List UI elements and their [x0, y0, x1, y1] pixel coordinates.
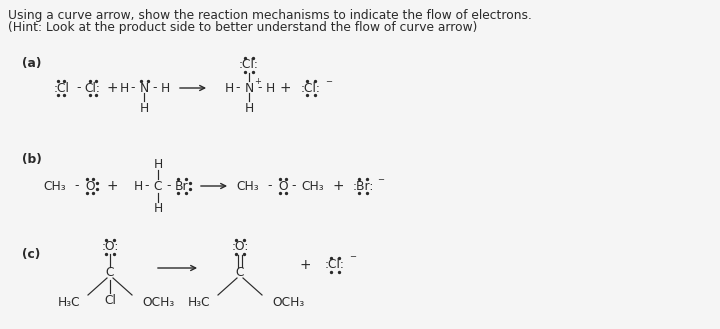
Text: +: +: [279, 81, 291, 95]
Text: H: H: [140, 102, 148, 114]
Text: +: +: [107, 81, 118, 95]
Text: H: H: [161, 82, 170, 94]
Text: -: -: [268, 180, 272, 192]
Text: :O:: :O:: [231, 240, 248, 254]
Text: (b): (b): [22, 153, 42, 166]
Text: C: C: [106, 266, 114, 280]
Text: H: H: [266, 82, 274, 94]
Text: +: +: [300, 258, 311, 272]
Text: CH₃: CH₃: [302, 180, 324, 192]
Text: (a): (a): [22, 57, 41, 70]
Text: CH₃: CH₃: [44, 180, 66, 192]
Text: -: -: [235, 82, 240, 94]
Text: H₃C: H₃C: [187, 295, 210, 309]
Text: +: +: [254, 77, 261, 86]
Text: −: −: [325, 78, 332, 87]
Text: :O:: :O:: [102, 240, 119, 254]
Text: :Br:: :Br:: [352, 180, 374, 192]
Text: +: +: [332, 179, 343, 193]
Text: N: N: [244, 82, 253, 94]
Text: -: -: [258, 82, 262, 94]
Text: -: -: [153, 82, 157, 94]
Text: -: -: [145, 180, 149, 192]
Text: -: -: [77, 82, 81, 94]
Text: H: H: [133, 180, 143, 192]
Text: :Cl:: :Cl:: [301, 82, 321, 94]
Text: H₃C: H₃C: [58, 295, 80, 309]
Text: Cl:: Cl:: [84, 82, 100, 94]
Text: -: -: [75, 180, 79, 192]
Text: Br: Br: [175, 180, 189, 192]
Text: +: +: [107, 179, 118, 193]
Text: :Cl: :Cl: [54, 82, 70, 94]
Text: Cl: Cl: [104, 293, 116, 307]
Text: H: H: [120, 82, 129, 94]
Text: −: −: [349, 252, 356, 262]
Text: -: -: [167, 180, 171, 192]
Text: CH₃: CH₃: [237, 180, 259, 192]
Text: -: -: [292, 180, 296, 192]
Text: H: H: [153, 158, 163, 170]
Text: C: C: [235, 266, 244, 280]
Text: −: −: [377, 175, 384, 185]
Text: (Hint: Look at the product side to better understand the flow of curve arrow): (Hint: Look at the product side to bette…: [8, 21, 477, 34]
Text: H: H: [225, 82, 233, 94]
Text: N: N: [140, 82, 148, 94]
Text: H: H: [153, 203, 163, 215]
Text: O: O: [85, 180, 95, 192]
Text: C: C: [154, 180, 162, 192]
Text: (c): (c): [22, 248, 40, 261]
Text: H: H: [244, 102, 253, 114]
Text: O: O: [278, 180, 288, 192]
Text: OCH₃: OCH₃: [272, 295, 305, 309]
Text: Using a curve arrow, show the reaction mechanisms to indicate the flow of electr: Using a curve arrow, show the reaction m…: [8, 9, 532, 22]
Text: OCH₃: OCH₃: [142, 295, 174, 309]
Text: :Cl:: :Cl:: [325, 259, 345, 271]
Text: :Cl:: :Cl:: [239, 59, 259, 71]
Text: -: -: [131, 82, 135, 94]
